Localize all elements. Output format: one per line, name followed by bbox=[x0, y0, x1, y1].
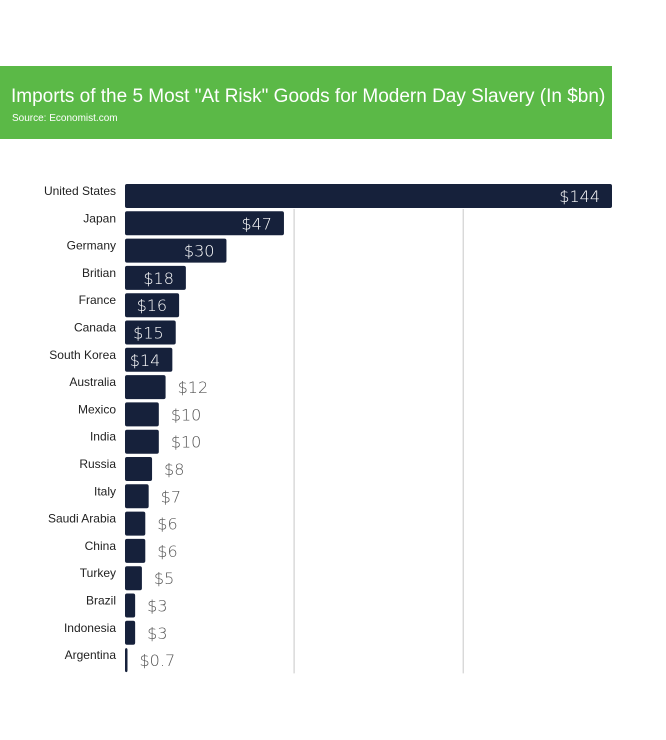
category-label-turkey: Turkey bbox=[80, 566, 116, 580]
value-label-south-korea: $14 bbox=[130, 351, 161, 370]
chart-source: Source: Economist.com bbox=[12, 113, 118, 124]
value-label-brazil: $3 bbox=[147, 597, 167, 616]
bar-britian bbox=[125, 265, 186, 290]
bar-russia bbox=[125, 457, 153, 481]
labels: United States $144 Japan $47 Germany $30 Briti… bbox=[44, 184, 600, 670]
bar-indonesia bbox=[125, 620, 136, 645]
bar-france bbox=[125, 293, 180, 318]
category-label-russia: Russia bbox=[79, 457, 116, 471]
bar-canada bbox=[125, 320, 176, 345]
bar-turkey bbox=[125, 566, 142, 591]
bar-japan bbox=[125, 211, 284, 236]
value-label-mexico: $10 bbox=[171, 405, 202, 424]
title-banner: Imports of the 5 Most "At Risk" Goods fo… bbox=[0, 66, 612, 139]
category-label-australia: Australia bbox=[69, 375, 116, 389]
category-label-germany: Germany bbox=[67, 239, 116, 253]
category-label-indonesia: Indonesia bbox=[64, 621, 116, 635]
bar-south-korea bbox=[125, 347, 173, 372]
category-label-china: China bbox=[85, 539, 117, 553]
bar-germany bbox=[125, 238, 227, 263]
value-label-japan: $47 bbox=[241, 214, 272, 233]
category-label-italy: Italy bbox=[94, 484, 116, 498]
bar-mexico bbox=[125, 402, 159, 427]
category-label-britian: Britian bbox=[82, 266, 116, 280]
value-label-russia: $8 bbox=[164, 460, 184, 479]
bar-china bbox=[125, 538, 146, 563]
category-label-brazil: Brazil bbox=[86, 594, 116, 608]
bar-australia bbox=[125, 375, 166, 400]
category-label-saudi-arabia: Saudi Arabia bbox=[48, 512, 116, 526]
value-label-australia: $12 bbox=[178, 378, 209, 397]
value-label-canada: $15 bbox=[133, 324, 164, 343]
value-label-united-states: $144 bbox=[559, 187, 600, 206]
value-label-indonesia: $3 bbox=[147, 624, 167, 643]
value-label-italy: $7 bbox=[161, 487, 181, 506]
value-label-france: $16 bbox=[137, 296, 168, 315]
category-label-japan: Japan bbox=[83, 211, 116, 225]
value-label-china: $6 bbox=[157, 542, 177, 561]
bar-argentina bbox=[125, 648, 128, 673]
value-label-germany: $30 bbox=[184, 242, 215, 261]
value-label-britian: $18 bbox=[143, 269, 174, 288]
bar-italy bbox=[125, 484, 149, 509]
value-label-argentina: $0.7 bbox=[140, 651, 176, 670]
chart-title: Imports of the 5 Most "At Risk" Goods fo… bbox=[11, 86, 606, 107]
bar-saudi-arabia bbox=[125, 511, 146, 536]
category-label-united-states: United States bbox=[44, 184, 116, 198]
category-label-mexico: Mexico bbox=[78, 402, 116, 416]
category-label-france: France bbox=[79, 293, 117, 307]
category-label-argentina: Argentina bbox=[65, 648, 117, 662]
bars bbox=[125, 184, 612, 673]
value-label-saudi-arabia: $6 bbox=[157, 515, 177, 534]
gridlines bbox=[293, 209, 464, 674]
bar-brazil bbox=[125, 593, 136, 618]
bar-india bbox=[125, 429, 159, 454]
category-label-canada: Canada bbox=[74, 321, 116, 335]
category-label-south-korea: South Korea bbox=[49, 348, 116, 362]
category-label-india: India bbox=[90, 430, 116, 444]
bar-united-states bbox=[125, 184, 612, 208]
value-label-turkey: $5 bbox=[154, 569, 174, 588]
value-label-india: $10 bbox=[171, 433, 202, 452]
